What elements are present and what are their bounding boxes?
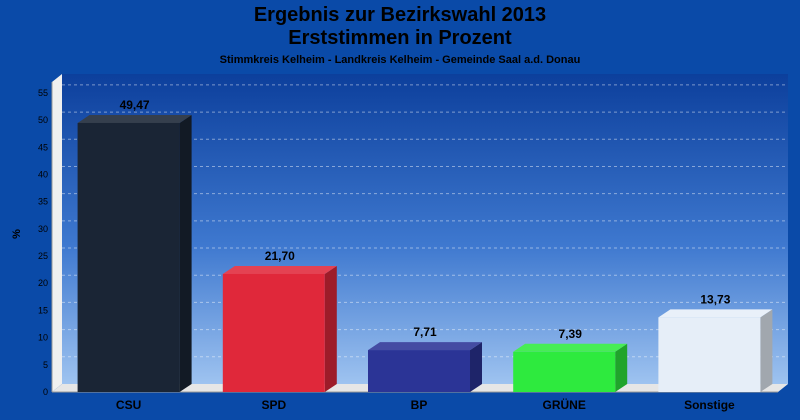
bar-spd	[222, 265, 337, 392]
y-tick-label: 40	[38, 169, 48, 179]
y-tick-label: 25	[38, 251, 48, 261]
y-axis-label: %	[11, 229, 23, 239]
data-label: 49,47	[120, 98, 150, 112]
y-tick-label: 45	[38, 142, 48, 152]
y-tick-label: 30	[38, 224, 48, 234]
bar-sonstige	[658, 309, 773, 392]
bar-front	[658, 317, 761, 392]
bar-gr-ne	[513, 343, 628, 392]
bar-top	[368, 342, 482, 351]
y-tick-label: 5	[43, 360, 48, 370]
data-label: 7,71	[413, 325, 437, 339]
bar-side	[179, 114, 192, 392]
y-tick-label: 0	[43, 387, 48, 397]
chart-title: Ergebnis zur Bezirkswahl 2013	[253, 4, 547, 26]
bar-front	[77, 122, 180, 392]
bar-side	[760, 309, 773, 392]
bar-top	[658, 309, 773, 318]
bar-side	[324, 265, 337, 392]
bar-top	[222, 265, 337, 274]
y-tick-label: 15	[38, 305, 48, 315]
x-tick-label: CSU	[116, 398, 141, 412]
y-tick-label: 20	[38, 278, 48, 288]
left-wall	[52, 74, 62, 392]
y-tick-label: 50	[38, 115, 48, 125]
bar-top	[77, 114, 192, 123]
bar-side	[615, 343, 628, 392]
bar-bp	[368, 342, 482, 392]
chart-subtitle: Stimmkreis Kelheim - Landkreis Kelheim -…	[219, 54, 581, 66]
bar-front	[222, 273, 325, 392]
x-tick-label: BP	[411, 398, 428, 412]
bar-front	[368, 350, 470, 392]
bar-csu	[77, 114, 192, 392]
data-label: 7,39	[559, 327, 583, 341]
chart-title-line2: Erststimmen in Prozent	[288, 27, 512, 49]
y-tick-label: 55	[38, 88, 48, 98]
x-tick-label: GRÜNE	[543, 397, 586, 412]
bar-top	[513, 343, 628, 352]
x-tick-label: SPD	[261, 398, 286, 412]
y-tick-label: 35	[38, 197, 48, 207]
bar-side	[470, 342, 482, 392]
x-tick-label: Sonstige	[684, 398, 735, 412]
data-label: 21,70	[265, 249, 295, 263]
bar-front	[513, 351, 616, 392]
data-label: 13,73	[700, 292, 730, 306]
y-tick-label: 10	[38, 333, 48, 343]
